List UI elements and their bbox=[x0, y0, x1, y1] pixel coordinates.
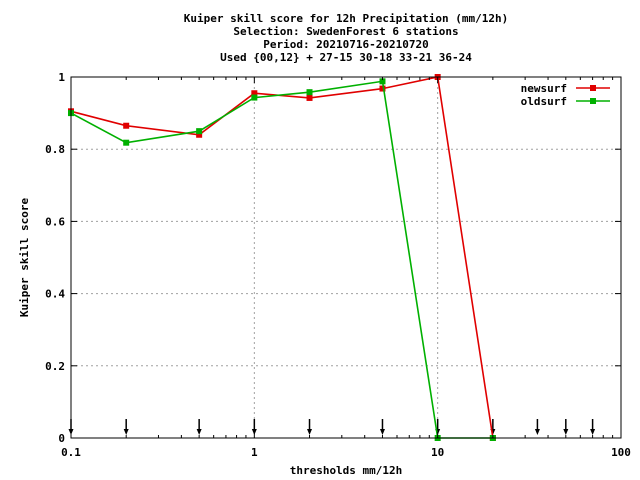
threshold-marker bbox=[307, 419, 313, 435]
data-point-newsurf bbox=[123, 122, 130, 129]
plot-frame bbox=[70, 76, 622, 439]
legend-label: newsurf bbox=[521, 82, 567, 95]
threshold-marker bbox=[379, 419, 385, 435]
threshold-marker bbox=[196, 419, 202, 435]
legend-label: oldsurf bbox=[521, 95, 567, 108]
series-line-oldsurf bbox=[70, 80, 493, 439]
data-point-newsurf bbox=[251, 90, 258, 97]
threshold-marker-head bbox=[307, 429, 313, 435]
threshold-marker-head bbox=[534, 429, 540, 435]
y-axis-label: Kuiper skill score bbox=[18, 198, 31, 318]
legend-entry: oldsurf bbox=[521, 95, 610, 108]
chart-title-line: Used {00,12} + 27-15 30-18 33-21 36-24 bbox=[220, 51, 472, 64]
chart-title-line: Kuiper skill score for 12h Precipitation… bbox=[184, 12, 509, 25]
threshold-marker bbox=[534, 419, 540, 435]
threshold-marker-head bbox=[379, 429, 385, 435]
threshold-marker bbox=[563, 419, 569, 435]
axis-ticks: 0 0.2 0.4 0.6 0.8 1 0.1 1 10 100 bbox=[45, 71, 631, 459]
chart-title-line: Selection: SwedenForest 6 stations bbox=[233, 25, 458, 38]
threshold-marker-head bbox=[590, 429, 596, 435]
threshold-marker-head bbox=[123, 429, 129, 435]
y-tick-label: 0 bbox=[58, 432, 65, 445]
y-tick-label: 0.2 bbox=[45, 360, 65, 373]
data-point-oldsurf bbox=[306, 89, 313, 96]
x-tick-label: 0.1 bbox=[61, 446, 81, 459]
chart-title-line: Period: 20210716-20210720 bbox=[263, 38, 429, 51]
y-tick-label: 0.8 bbox=[45, 143, 65, 156]
data-point-oldsurf bbox=[251, 94, 258, 101]
data-point-newsurf bbox=[306, 94, 313, 101]
data-point-oldsurf bbox=[196, 128, 203, 135]
threshold-marker bbox=[590, 419, 596, 435]
legend-entry: newsurf bbox=[521, 82, 610, 95]
x-tick-label: 100 bbox=[611, 446, 631, 459]
data-point-newsurf bbox=[379, 85, 386, 92]
legend-point bbox=[590, 85, 596, 91]
y-tick-label: 1 bbox=[58, 71, 65, 84]
x-tick-label: 1 bbox=[251, 446, 258, 459]
threshold-markers bbox=[68, 419, 596, 435]
legend-point bbox=[590, 98, 596, 104]
data-point-newsurf bbox=[196, 131, 203, 138]
y-tick-label: 0.6 bbox=[45, 215, 65, 228]
series-lines bbox=[68, 74, 496, 441]
x-axis-label: thresholds mm/12h bbox=[290, 464, 403, 477]
threshold-marker-head bbox=[563, 429, 569, 435]
chart-title-block: Kuiper skill score for 12h Precipitation… bbox=[184, 12, 509, 64]
threshold-marker bbox=[123, 419, 129, 435]
threshold-marker-head bbox=[196, 429, 202, 435]
grid-lines bbox=[71, 77, 621, 438]
data-point-oldsurf bbox=[379, 78, 386, 85]
y-tick-label: 0.4 bbox=[45, 288, 65, 301]
data-point-oldsurf bbox=[123, 139, 130, 146]
x-tick-label: 10 bbox=[431, 446, 444, 459]
